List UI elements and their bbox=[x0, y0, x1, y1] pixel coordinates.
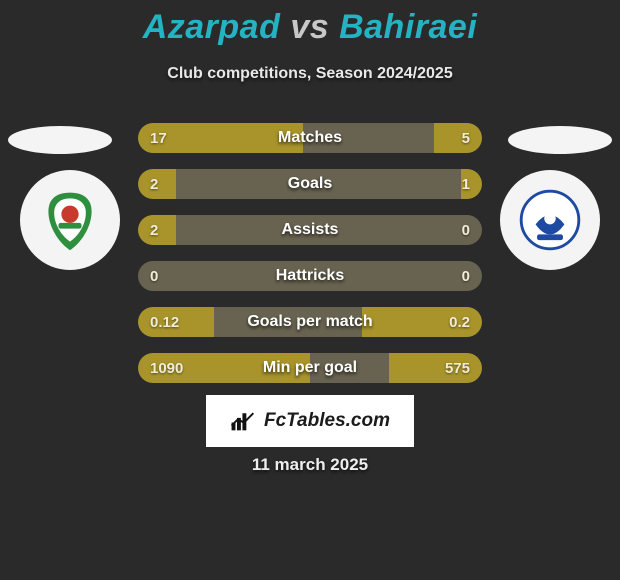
bar-label: Hattricks bbox=[138, 267, 482, 285]
comparison-card: Azarpad vs Bahiraei Club competitions, S… bbox=[0, 0, 620, 580]
player2-name: Bahiraei bbox=[339, 8, 477, 46]
bar-label: Matches bbox=[138, 129, 482, 147]
title: Azarpad vs Bahiraei bbox=[0, 0, 620, 47]
crest-right-icon bbox=[514, 184, 586, 256]
stat-bar: 175Matches bbox=[138, 123, 482, 153]
subtitle: Club competitions, Season 2024/2025 bbox=[0, 65, 620, 83]
stat-bar: 20Assists bbox=[138, 215, 482, 245]
bar-label: Goals per match bbox=[138, 313, 482, 331]
stat-bar: 21Goals bbox=[138, 169, 482, 199]
stat-bar: 0.120.2Goals per match bbox=[138, 307, 482, 337]
brand-text: FcTables.com bbox=[264, 410, 390, 432]
player1-name: Azarpad bbox=[143, 8, 281, 46]
date-text: 11 march 2025 bbox=[0, 455, 620, 475]
crest-left-icon bbox=[34, 184, 106, 256]
player1-club-crest bbox=[20, 170, 120, 270]
stat-bars: 175Matches 21Goals 20Assists 00Hattricks 0.1… bbox=[138, 123, 482, 399]
bar-label: Min per goal bbox=[138, 359, 482, 377]
player2-flag-oval bbox=[508, 126, 612, 154]
brand-chart-icon bbox=[230, 410, 258, 432]
vs-text: vs bbox=[290, 8, 329, 46]
brand-badge[interactable]: FcTables.com bbox=[206, 395, 414, 447]
stat-bar: 1090575Min per goal bbox=[138, 353, 482, 383]
stat-bar: 00Hattricks bbox=[138, 261, 482, 291]
bar-label: Goals bbox=[138, 175, 482, 193]
player1-flag-oval bbox=[8, 126, 112, 154]
player2-club-crest bbox=[500, 170, 600, 270]
bar-label: Assists bbox=[138, 221, 482, 239]
